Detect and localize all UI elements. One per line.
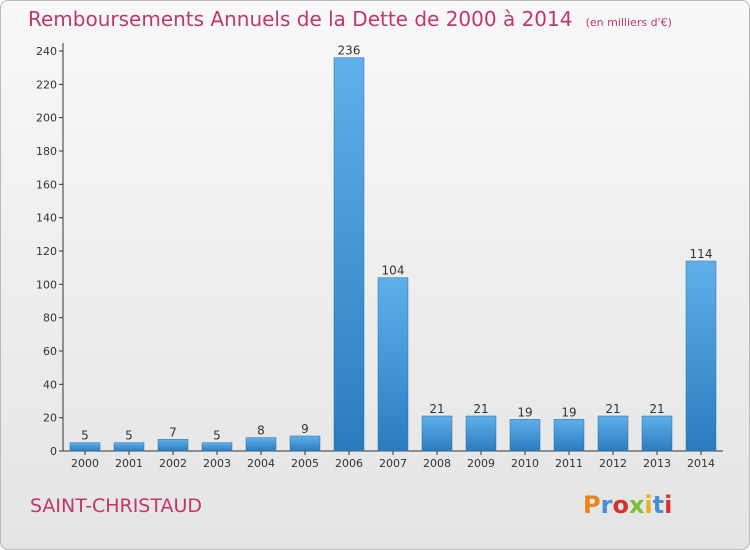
logo-letter: i — [644, 491, 653, 519]
y-tick-label: 200 — [36, 112, 57, 125]
bar-2014 — [685, 260, 717, 452]
y-tick-label: 140 — [36, 212, 57, 225]
bar-2009 — [465, 415, 497, 452]
data-label-2014: 114 — [690, 247, 713, 261]
bar-2008 — [421, 415, 453, 452]
title-block: Remboursements Annuels de la Dette de 20… — [28, 7, 672, 31]
bar-2001 — [113, 442, 145, 452]
data-label-2011: 19 — [561, 405, 576, 419]
data-label-2006: 236 — [338, 44, 361, 58]
town-name: SAINT-CHRISTAUD — [30, 495, 203, 517]
x-tick-label: 2004 — [247, 457, 275, 470]
x-tick-label: 2013 — [643, 457, 671, 470]
data-label-2007: 104 — [382, 264, 405, 278]
y-tick-label: 40 — [43, 378, 57, 391]
bar-2011 — [553, 419, 585, 452]
bars — [69, 57, 717, 452]
x-tick-label: 2012 — [599, 457, 627, 470]
y-tick-label: 80 — [43, 312, 57, 325]
bar-2003 — [201, 442, 233, 452]
y-axis: 0 20 40 60 80 100 120 140 160 180 200 220 240 — [36, 43, 64, 458]
y-tick-label: 160 — [36, 178, 57, 191]
data-label-2002: 7 — [169, 425, 177, 439]
x-tick-label: 2005 — [291, 457, 319, 470]
logo-letter: P — [583, 491, 601, 519]
logo-letter: x — [628, 491, 645, 519]
data-labels: 5 5 7 5 8 9 236 104 21 21 19 19 21 21 114 — [81, 44, 712, 443]
bar-2004 — [245, 437, 277, 452]
chart-unit: (en milliers d'€) — [585, 16, 672, 29]
chart-title: Remboursements Annuels de la Dette de 20… — [28, 7, 573, 31]
x-tick-label: 2002 — [159, 457, 187, 470]
x-tick-label: 2006 — [335, 457, 363, 470]
y-tick-label: 180 — [36, 145, 57, 158]
data-label-2005: 9 — [301, 422, 309, 436]
data-label-2012: 21 — [605, 402, 620, 416]
x-tick-label: 2009 — [467, 457, 495, 470]
data-label-2001: 5 — [125, 429, 133, 443]
x-tick-label: 2008 — [423, 457, 451, 470]
bar-2005 — [289, 435, 321, 452]
logo-letter: o — [612, 491, 629, 519]
y-tick-label: 100 — [36, 278, 57, 291]
data-label-2000: 5 — [81, 429, 89, 443]
x-axis: 2000 2001 2002 2003 2004 2005 2006 2007 2008 2009… — [63, 450, 723, 470]
data-label-2010: 19 — [517, 405, 532, 419]
x-tick-label: 2003 — [203, 457, 231, 470]
logo-letter: r — [600, 491, 613, 519]
x-tick-label: 2000 — [71, 457, 99, 470]
y-tick-label: 20 — [43, 412, 57, 425]
x-tick-label: 2001 — [115, 457, 143, 470]
bar-2013 — [641, 415, 673, 452]
y-tick-label: 120 — [36, 245, 57, 258]
data-label-2013: 21 — [649, 402, 664, 416]
x-tick-label: 2014 — [687, 457, 715, 470]
data-label-2009: 21 — [473, 402, 488, 416]
data-label-2008: 21 — [429, 402, 444, 416]
y-tick-label: 240 — [36, 45, 57, 58]
x-tick-label: 2010 — [511, 457, 539, 470]
logo-letter: t — [652, 491, 665, 519]
y-tick-label: 0 — [50, 445, 57, 458]
data-label-2003: 5 — [213, 429, 221, 443]
bar-2006 — [333, 57, 365, 452]
bar-2000 — [69, 442, 101, 452]
x-tick-label: 2011 — [555, 457, 583, 470]
bar-2012 — [597, 415, 629, 452]
bar-2007 — [377, 277, 409, 452]
bar-2010 — [509, 419, 541, 452]
x-tick-label: 2007 — [379, 457, 407, 470]
bar-2002 — [157, 439, 189, 452]
logo-letter: i — [664, 491, 673, 519]
proxiti-logo: Proxiti — [583, 491, 672, 519]
y-tick-label: 220 — [36, 78, 57, 91]
y-tick-label: 60 — [43, 345, 57, 358]
data-label-2004: 8 — [257, 424, 265, 438]
